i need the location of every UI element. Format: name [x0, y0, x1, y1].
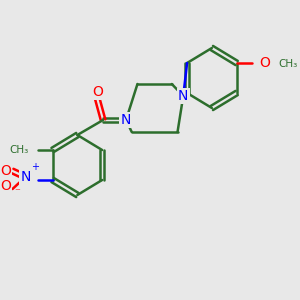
Text: O: O [0, 179, 11, 193]
Text: +: + [31, 161, 39, 172]
Text: O: O [0, 164, 11, 178]
Text: O: O [92, 85, 103, 98]
Text: O: O [259, 56, 270, 70]
Text: N: N [121, 113, 131, 127]
Text: N: N [20, 170, 31, 184]
Text: N: N [178, 89, 188, 103]
Text: ⁻: ⁻ [14, 187, 20, 197]
Text: CH₃: CH₃ [278, 59, 297, 70]
Text: CH₃: CH₃ [9, 145, 28, 155]
